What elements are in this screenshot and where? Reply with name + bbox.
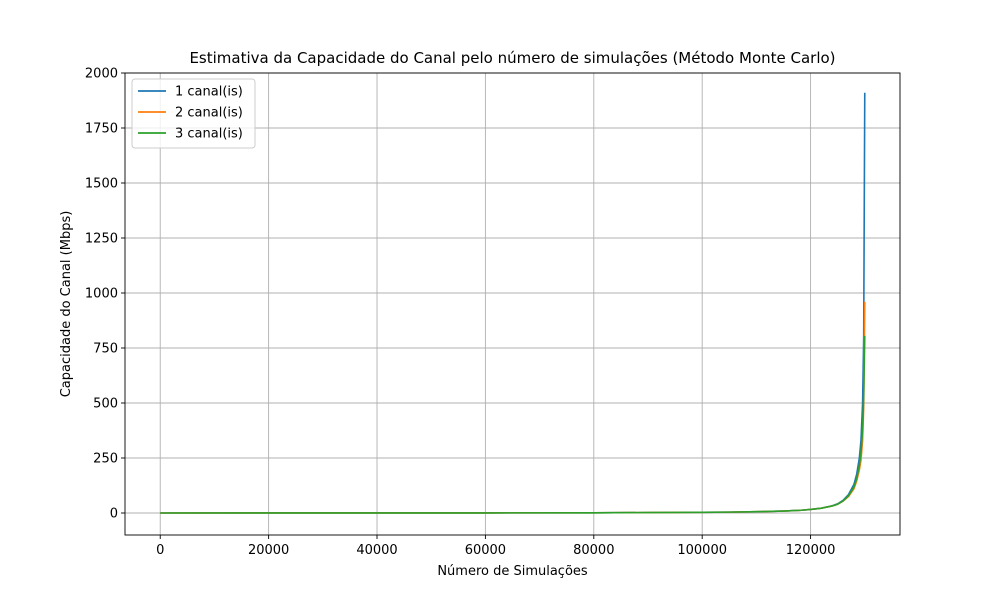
legend: 1 canal(is) 2 canal(is) 3 canal(is) (131, 78, 256, 149)
y-tick-label: 250 (93, 452, 118, 467)
chart-title: Estimativa da Capacidade do Canal pelo n… (189, 49, 835, 67)
x-tick-label: 40000 (356, 543, 397, 558)
x-tick-label: 60000 (465, 543, 506, 558)
series-line-1 (160, 92, 866, 514)
y-tick-label: 0 (110, 507, 118, 522)
legend-box (131, 78, 256, 149)
x-tick-label: 0 (156, 543, 164, 558)
x-tick-label: 100000 (677, 543, 727, 558)
y-axis-label: Capacidade do Canal (Mbps) (59, 211, 74, 398)
x-tick-label: 120000 (786, 543, 836, 558)
y-tick-label: 1500 (85, 177, 118, 192)
legend-label: 2 canal(is) (175, 106, 243, 121)
axis-ticks: 0 20000 40000 60000 80000 100000 120000 0 250 500… (85, 67, 835, 559)
y-tick-label: 500 (93, 397, 118, 412)
y-tick-label: 750 (93, 342, 118, 357)
series-line-2 (160, 301, 866, 514)
legend-label: 1 canal(is) (175, 85, 243, 100)
series-lines (160, 92, 866, 514)
y-tick-label: 1000 (85, 287, 118, 302)
y-tick-label: 2000 (85, 67, 118, 82)
y-tick-label: 1750 (85, 122, 118, 137)
y-tick-label: 1250 (85, 232, 118, 247)
series-line-3 (160, 335, 866, 514)
legend-label: 3 canal(is) (175, 127, 243, 142)
x-axis-label: Número de Simulações (437, 564, 588, 579)
plot-frame (124, 72, 901, 536)
grid (125, 72, 900, 535)
x-tick-label: 20000 (248, 543, 289, 558)
x-tick-label: 80000 (573, 543, 614, 558)
